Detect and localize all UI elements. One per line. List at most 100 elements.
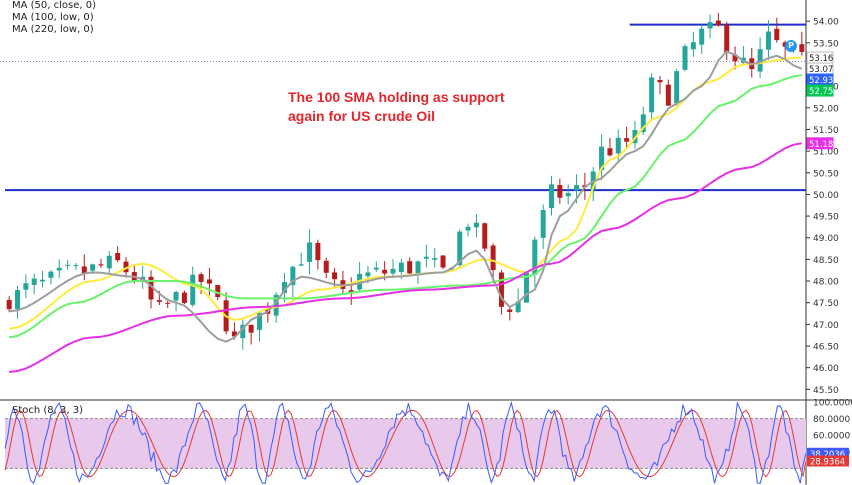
candle-body — [231, 331, 237, 337]
candle-body — [624, 138, 630, 142]
info-badge-icon[interactable]: P — [785, 40, 797, 52]
candle-body — [640, 114, 646, 133]
candle-body — [298, 264, 304, 266]
candle-body — [81, 266, 87, 274]
candle-body — [715, 20, 721, 26]
candle-body — [557, 185, 563, 198]
candle-body — [498, 272, 504, 307]
candle-body — [415, 261, 421, 274]
candle-body — [73, 265, 79, 267]
stoch-tick-label: 60.0000 — [813, 432, 850, 442]
candle-body — [31, 278, 37, 285]
stoch-badge-label: 28.9364 — [810, 457, 845, 467]
price-tick-label: 50.50 — [813, 169, 839, 179]
candle-body — [457, 231, 463, 266]
price-badge-label: 53.07 — [809, 65, 833, 75]
stoch-badge-bg — [807, 447, 849, 459]
candle-body — [156, 300, 162, 302]
candle-body — [724, 24, 730, 53]
candle-body — [690, 42, 696, 50]
candle-body — [423, 256, 429, 259]
candle-body — [707, 22, 713, 29]
candle-body — [106, 255, 112, 269]
candle-body — [215, 285, 221, 298]
candle-body — [482, 223, 488, 249]
candle-body — [15, 290, 21, 309]
price-tick-label: 45.50 — [813, 386, 839, 396]
fast-ma-line — [9, 50, 803, 343]
candle-body — [398, 262, 404, 272]
candle-body — [657, 79, 663, 83]
price-tick-label: 51.00 — [813, 148, 839, 158]
stoch-k-line — [4, 400, 807, 485]
price-badge-label: 51.18 — [809, 140, 833, 150]
legend-ma100: MA (100, low, 0) — [12, 12, 94, 23]
candle-body — [6, 299, 12, 310]
candle-body — [173, 291, 179, 301]
candle-body — [465, 226, 471, 231]
candle-body — [390, 268, 396, 274]
candle-body — [540, 210, 546, 238]
candle-body — [65, 264, 71, 266]
candle-body — [248, 324, 254, 333]
candle-body — [198, 274, 204, 282]
price-tick-label: 48.50 — [813, 256, 839, 266]
price-tick-label: 54.00 — [813, 18, 839, 28]
candle-body — [373, 267, 379, 270]
candle-body — [256, 312, 262, 330]
price-badge-label: 52.75 — [809, 87, 833, 97]
price-badge-label: 52.93 — [809, 76, 833, 86]
candle-body — [290, 266, 296, 286]
candle-body — [523, 272, 529, 303]
stoch-badge-label: 38.2036 — [810, 450, 845, 460]
candle-body — [365, 272, 371, 277]
stoch-badge-bg — [807, 455, 849, 467]
stoch-tick-label: 80.0000 — [813, 415, 850, 425]
candle-body — [473, 222, 479, 228]
price-badge-bg — [806, 137, 834, 150]
price-badge-bg — [806, 84, 834, 97]
candle-body — [165, 302, 171, 304]
candle-body — [190, 274, 196, 305]
candle-body — [682, 46, 688, 70]
stoch-badge: 28.9364 — [807, 455, 849, 467]
price-tick-label: 47.00 — [813, 321, 839, 331]
price-tick-label: 50.00 — [813, 191, 839, 201]
candle-body — [56, 267, 62, 271]
candle-body — [565, 192, 571, 197]
candle-body — [282, 282, 288, 294]
candle-body — [332, 272, 338, 280]
price-badge: 52.75 — [806, 84, 834, 97]
candle-body — [599, 146, 605, 170]
chart-annotation: The 100 SMA holding as support again for… — [288, 88, 505, 126]
candle-body — [348, 290, 354, 292]
candle-body — [40, 279, 46, 282]
candle-body — [382, 269, 388, 274]
candle-body — [732, 54, 738, 62]
price-tick-label: 52.00 — [813, 104, 839, 114]
price-tick-label: 46.50 — [813, 343, 839, 353]
candle-body — [507, 309, 513, 313]
candle-body — [765, 31, 771, 50]
candle-body — [549, 184, 555, 209]
price-tick-label: 53.50 — [813, 39, 839, 49]
candle-body — [98, 264, 104, 266]
price-badge: 53.07 — [806, 62, 834, 75]
candle-body — [490, 245, 496, 271]
annotation-line-2: again for US crude Oil — [288, 108, 436, 124]
candles — [6, 12, 805, 350]
stoch-band — [5, 418, 806, 469]
candle-body — [323, 260, 329, 273]
candle-body — [115, 253, 121, 261]
candle-body — [181, 292, 187, 304]
candle-body — [532, 239, 538, 275]
candle-body — [240, 324, 246, 339]
candle-body — [674, 71, 680, 104]
stoch-badge: 38.2036 — [807, 447, 849, 460]
candle-body — [315, 242, 321, 261]
price-badge-label: 53.16 — [809, 54, 833, 64]
indicator-legend: MA (50, close, 0) MA (100, low, 0) MA (2… — [12, 0, 96, 36]
price-tick-label: 49.50 — [813, 213, 839, 223]
price-tick-label: 49.00 — [813, 234, 839, 244]
